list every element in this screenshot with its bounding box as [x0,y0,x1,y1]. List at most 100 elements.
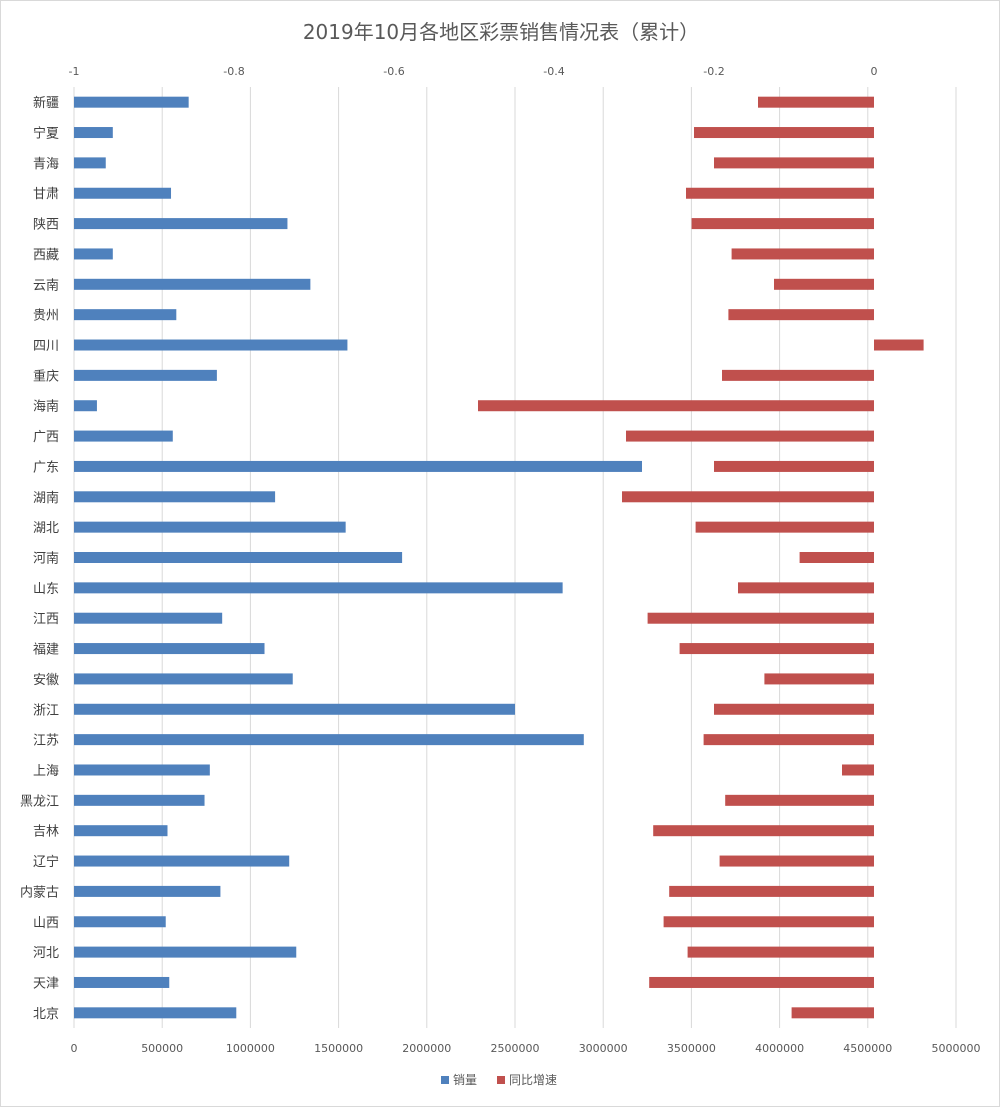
growth-bar [799,552,874,563]
sales-bar [74,187,172,199]
series-sales-bars [74,96,643,1019]
growth-bar [728,309,874,321]
sales-bar [74,218,288,230]
category-label: 河南 [33,551,59,567]
sales-bar [74,157,106,169]
sales-bar [74,946,297,958]
category-label: 辽宁 [33,854,59,870]
growth-bar [714,157,874,169]
growth-bar [691,218,874,230]
sales-bar [74,734,584,746]
category-label: 河北 [33,946,59,961]
top-tick-label: -1 [69,65,80,78]
growth-bar [738,582,874,594]
growth-bar [731,248,874,260]
growth-bar [669,885,874,897]
sales-bar [74,1007,237,1019]
top-tick-label: -0.6 [383,65,404,78]
bottom-axis-labels: 0 500000 1000000 1500000 2000000 2500000 30000… [71,1042,981,1055]
growth-bar [703,734,874,746]
sales-bar [74,430,173,442]
sales-bar [74,491,276,503]
growth-bar [874,339,924,351]
category-label: 西藏 [33,248,59,263]
category-label: 云南 [33,277,59,293]
growth-bar [687,946,874,958]
category-label: 福建 [33,643,59,658]
sales-bar [74,825,168,837]
chart-title: 2019年10月各地区彩票销售情况表（累计） [303,20,699,44]
category-label: 陕西 [33,218,59,233]
sales-bar [74,460,643,472]
category-label: 上海 [33,764,59,779]
sales-bar [74,916,166,928]
growth-bar [719,855,874,867]
sales-bar [74,976,170,988]
legend-swatch-growth [497,1076,505,1084]
sales-bar [74,643,265,655]
legend: 销量 同比增速 [441,1073,557,1087]
sales-bar [74,369,217,381]
sales-bar [74,127,113,139]
series-growth-bars [478,96,924,1019]
growth-bar [714,460,874,472]
bottom-tick-label: 2000000 [402,1042,451,1055]
sales-bar [74,309,177,321]
bottom-tick-label: 1000000 [226,1042,275,1055]
category-label: 湖北 [33,521,59,536]
category-label: 四川 [33,339,59,354]
sales-bar [74,248,113,260]
growth-bar [725,794,874,806]
bottom-tick-label: 3500000 [667,1042,716,1055]
growth-bar [695,521,874,533]
growth-bar [764,673,874,685]
category-label: 浙江 [33,703,59,718]
growth-bar [722,369,874,381]
category-label: 安徽 [33,673,59,688]
bottom-tick-label: 1500000 [314,1042,363,1055]
bottom-tick-label: 2500000 [491,1042,540,1055]
category-label: 黑龙江 [20,794,59,809]
growth-bar [758,96,874,108]
growth-bar [653,825,874,837]
sales-bar [74,552,403,563]
sales-bar [74,703,515,715]
category-label: 湖南 [33,490,59,506]
sales-bar [74,885,221,897]
growth-bar [774,278,874,290]
category-label: 贵州 [33,309,59,324]
category-label: 山东 [33,582,59,597]
sales-bar [74,612,223,624]
sales-bar [74,673,293,685]
bottom-tick-label: 4500000 [843,1042,892,1055]
growth-bar [647,612,874,624]
top-tick-label: 0 [871,65,878,78]
category-label: 江苏 [33,733,59,749]
bottom-tick-label: 0 [71,1042,78,1055]
gridlines [73,87,957,1028]
category-label: 广东 [33,460,59,475]
bottom-tick-label: 4000000 [755,1042,804,1055]
growth-bar [791,1007,874,1019]
bottom-tick-label: 3000000 [579,1042,628,1055]
category-label: 江西 [33,612,59,627]
sales-bar [74,339,348,351]
category-label: 天津 [33,976,59,991]
top-tick-label: -0.8 [223,65,244,78]
growth-bar [686,187,874,199]
sales-bar [74,855,290,867]
category-label: 广西 [33,430,59,445]
sales-bar [74,521,346,533]
growth-bar [679,643,874,655]
growth-bar [714,703,874,715]
sales-bar [74,400,97,412]
category-label: 重庆 [33,368,59,384]
category-label: 海南 [33,399,59,415]
sales-bar [74,96,189,108]
bottom-tick-label: 500000 [141,1042,183,1055]
category-label: 北京 [33,1007,59,1022]
bottom-tick-label: 5000000 [932,1042,981,1055]
category-label: 甘肃 [33,187,59,202]
